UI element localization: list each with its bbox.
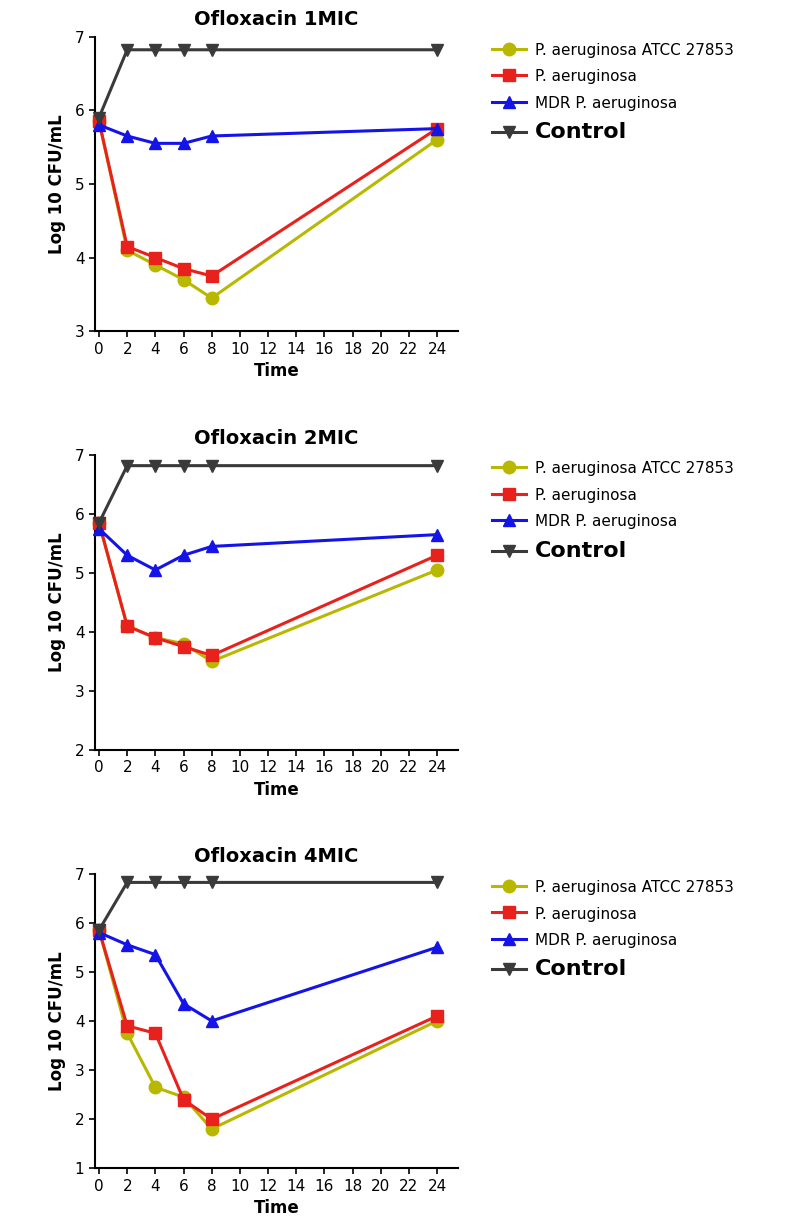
Control xyxy=(207,875,216,890)
Y-axis label: Log 10 CFU/mL: Log 10 CFU/mL xyxy=(48,533,66,672)
Control xyxy=(179,43,188,57)
P. aeruginosa xyxy=(94,516,103,531)
X-axis label: Time: Time xyxy=(254,781,299,798)
Control xyxy=(94,516,103,531)
P. aeruginosa ATCC 27853 xyxy=(122,618,132,633)
P. aeruginosa xyxy=(179,1092,188,1106)
Y-axis label: Log 10 CFU/mL: Log 10 CFU/mL xyxy=(48,950,66,1090)
Control xyxy=(151,43,160,57)
P. aeruginosa xyxy=(432,1009,442,1023)
P. aeruginosa xyxy=(207,649,216,663)
Legend: P. aeruginosa ATCC 27853, P. aeruginosa, MDR P. aeruginosa, Control: P. aeruginosa ATCC 27853, P. aeruginosa,… xyxy=(487,875,739,985)
P. aeruginosa xyxy=(122,240,132,254)
Control xyxy=(151,875,160,890)
P. aeruginosa xyxy=(94,922,103,937)
P. aeruginosa xyxy=(122,618,132,633)
Line: P. aeruginosa: P. aeruginosa xyxy=(92,924,443,1126)
X-axis label: Time: Time xyxy=(254,363,299,380)
Line: P. aeruginosa ATCC 27853: P. aeruginosa ATCC 27853 xyxy=(92,114,443,304)
Control xyxy=(432,875,442,890)
Control xyxy=(151,459,160,473)
Line: P. aeruginosa ATCC 27853: P. aeruginosa ATCC 27853 xyxy=(92,516,443,668)
P. aeruginosa ATCC 27853 xyxy=(207,654,216,668)
Legend: P. aeruginosa ATCC 27853, P. aeruginosa, MDR P. aeruginosa, Control: P. aeruginosa ATCC 27853, P. aeruginosa,… xyxy=(487,38,739,147)
MDR P. aeruginosa xyxy=(179,136,188,151)
P. aeruginosa ATCC 27853 xyxy=(122,1026,132,1041)
Control xyxy=(122,43,132,57)
Line: Control: Control xyxy=(92,44,443,124)
Line: MDR P. aeruginosa: MDR P. aeruginosa xyxy=(92,926,443,1027)
Control xyxy=(207,459,216,473)
Control xyxy=(432,459,442,473)
MDR P. aeruginosa xyxy=(207,1014,216,1028)
MDR P. aeruginosa xyxy=(151,562,160,577)
MDR P. aeruginosa xyxy=(122,129,132,144)
Line: P. aeruginosa: P. aeruginosa xyxy=(92,114,443,282)
Control xyxy=(94,111,103,125)
P. aeruginosa ATCC 27853 xyxy=(179,1089,188,1104)
P. aeruginosa ATCC 27853 xyxy=(151,258,160,273)
P. aeruginosa xyxy=(151,251,160,265)
MDR P. aeruginosa xyxy=(179,997,188,1011)
MDR P. aeruginosa xyxy=(122,548,132,562)
Line: MDR P. aeruginosa: MDR P. aeruginosa xyxy=(92,522,443,576)
Line: Control: Control xyxy=(92,459,443,529)
Title: Ofloxacin 4MIC: Ofloxacin 4MIC xyxy=(194,847,359,867)
P. aeruginosa xyxy=(432,122,442,136)
Line: Control: Control xyxy=(92,876,443,936)
P. aeruginosa ATCC 27853 xyxy=(122,243,132,258)
Control xyxy=(94,922,103,937)
MDR P. aeruginosa xyxy=(432,527,442,542)
Control xyxy=(122,459,132,473)
P. aeruginosa ATCC 27853 xyxy=(179,636,188,651)
P. aeruginosa xyxy=(151,1026,160,1041)
Y-axis label: Log 10 CFU/mL: Log 10 CFU/mL xyxy=(48,114,66,254)
Control xyxy=(179,459,188,473)
P. aeruginosa ATCC 27853 xyxy=(151,1079,160,1094)
Title: Ofloxacin 2MIC: Ofloxacin 2MIC xyxy=(194,428,359,448)
P. aeruginosa xyxy=(179,639,188,654)
MDR P. aeruginosa xyxy=(432,122,442,136)
X-axis label: Time: Time xyxy=(254,1199,299,1217)
P. aeruginosa xyxy=(122,1019,132,1033)
P. aeruginosa xyxy=(432,548,442,562)
Control xyxy=(432,43,442,57)
MDR P. aeruginosa xyxy=(179,548,188,562)
P. aeruginosa xyxy=(179,262,188,276)
Control xyxy=(179,875,188,890)
MDR P. aeruginosa xyxy=(432,940,442,954)
Title: Ofloxacin 1MIC: Ofloxacin 1MIC xyxy=(194,11,359,29)
P. aeruginosa xyxy=(207,269,216,284)
P. aeruginosa ATCC 27853 xyxy=(432,133,442,147)
Control xyxy=(122,875,132,890)
Legend: P. aeruginosa ATCC 27853, P. aeruginosa, MDR P. aeruginosa, Control: P. aeruginosa ATCC 27853, P. aeruginosa,… xyxy=(487,456,739,566)
MDR P. aeruginosa xyxy=(207,539,216,554)
MDR P. aeruginosa xyxy=(94,118,103,133)
P. aeruginosa xyxy=(151,630,160,645)
P. aeruginosa ATCC 27853 xyxy=(432,1014,442,1028)
P. aeruginosa xyxy=(94,114,103,129)
MDR P. aeruginosa xyxy=(207,129,216,144)
P. aeruginosa ATCC 27853 xyxy=(207,1122,216,1137)
P. aeruginosa xyxy=(207,1112,216,1127)
P. aeruginosa ATCC 27853 xyxy=(432,562,442,577)
MDR P. aeruginosa xyxy=(94,925,103,940)
P. aeruginosa ATCC 27853 xyxy=(207,291,216,305)
P. aeruginosa ATCC 27853 xyxy=(94,516,103,531)
Line: MDR P. aeruginosa: MDR P. aeruginosa xyxy=(92,119,443,150)
Line: P. aeruginosa: P. aeruginosa xyxy=(92,516,443,662)
Line: P. aeruginosa ATCC 27853: P. aeruginosa ATCC 27853 xyxy=(92,924,443,1135)
MDR P. aeruginosa xyxy=(122,937,132,952)
P. aeruginosa ATCC 27853 xyxy=(179,273,188,287)
MDR P. aeruginosa xyxy=(151,947,160,961)
MDR P. aeruginosa xyxy=(151,136,160,151)
P. aeruginosa ATCC 27853 xyxy=(94,114,103,129)
Control xyxy=(207,43,216,57)
MDR P. aeruginosa xyxy=(94,521,103,535)
P. aeruginosa ATCC 27853 xyxy=(94,922,103,937)
P. aeruginosa ATCC 27853 xyxy=(151,630,160,645)
